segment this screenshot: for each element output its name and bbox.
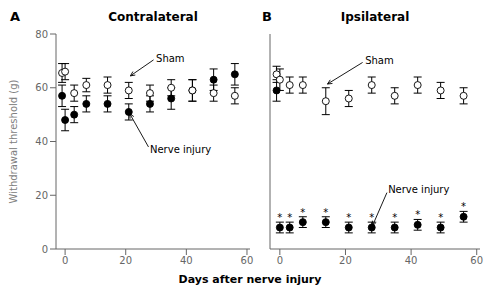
svg-text:*: *	[277, 212, 282, 223]
svg-text:20: 20	[119, 255, 132, 266]
svg-text:0: 0	[42, 244, 48, 255]
svg-text:*: *	[287, 212, 292, 223]
html-text:A: A	[10, 9, 21, 24]
svg-text:0: 0	[277, 255, 283, 266]
svg-text:*: *	[438, 212, 443, 223]
svg-text:Sham: Sham	[156, 53, 185, 64]
svg-text:20: 20	[339, 255, 352, 266]
html-text:Days after nerve injury: Days after nerve injury	[178, 273, 322, 286]
svg-text:60: 60	[241, 255, 254, 266]
svg-text:*: *	[392, 212, 397, 223]
svg-text:Nerve injury: Nerve injury	[388, 184, 449, 195]
svg-text:60: 60	[35, 82, 48, 93]
svg-text:*: *	[300, 207, 305, 218]
svg-text:*: *	[415, 209, 420, 220]
svg-text:20: 20	[35, 190, 48, 201]
svg-text:40: 40	[180, 255, 193, 266]
html-text:Contralateral: Contralateral	[108, 10, 198, 24]
svg-text:Withdrawal threshold (g): Withdrawal threshold (g)	[8, 79, 19, 203]
svg-text:0: 0	[62, 255, 68, 266]
svg-text:*: *	[323, 207, 328, 218]
svg-text:*: *	[346, 212, 351, 223]
svg-text:60: 60	[470, 255, 483, 266]
svg-text:*: *	[369, 212, 374, 223]
svg-text:*: *	[461, 201, 466, 212]
svg-text:40: 40	[35, 136, 48, 147]
svg-text:Sham: Sham	[365, 55, 394, 66]
svg-text:40: 40	[405, 255, 418, 266]
svg-text:Nerve injury: Nerve injury	[150, 144, 211, 155]
html-text:B: B	[262, 9, 272, 24]
svg-text:80: 80	[35, 29, 48, 40]
html-text:Ipsilateral: Ipsilateral	[340, 10, 410, 24]
